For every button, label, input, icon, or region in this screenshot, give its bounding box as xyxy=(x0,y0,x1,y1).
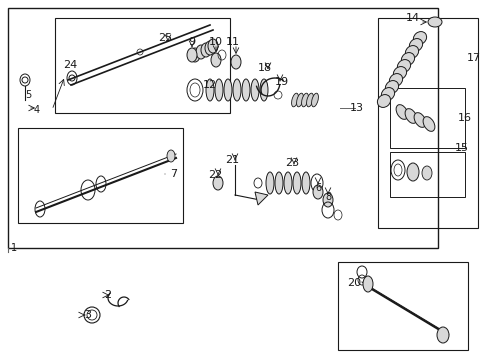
Ellipse shape xyxy=(381,87,394,100)
Ellipse shape xyxy=(205,79,214,101)
Ellipse shape xyxy=(408,39,422,51)
Ellipse shape xyxy=(427,17,441,27)
Bar xyxy=(389,88,464,148)
Text: 23: 23 xyxy=(285,158,299,168)
Ellipse shape xyxy=(422,117,434,131)
Text: 11: 11 xyxy=(225,37,240,47)
Ellipse shape xyxy=(213,176,223,190)
Ellipse shape xyxy=(201,43,210,57)
Ellipse shape xyxy=(224,79,231,101)
Ellipse shape xyxy=(210,53,221,67)
Text: 7: 7 xyxy=(170,169,177,179)
Bar xyxy=(18,128,183,223)
Ellipse shape xyxy=(291,93,298,107)
Ellipse shape xyxy=(301,93,308,107)
Text: 12: 12 xyxy=(203,80,217,90)
Text: 21: 21 xyxy=(224,155,239,165)
Ellipse shape xyxy=(404,109,416,123)
Text: 9: 9 xyxy=(188,37,195,47)
Ellipse shape xyxy=(292,172,301,194)
Text: 6: 6 xyxy=(314,183,321,193)
Bar xyxy=(337,262,467,350)
Ellipse shape xyxy=(215,79,223,101)
Polygon shape xyxy=(254,192,267,205)
Ellipse shape xyxy=(265,172,273,194)
Ellipse shape xyxy=(412,32,426,44)
Text: 24: 24 xyxy=(63,60,77,70)
Text: 5: 5 xyxy=(25,90,31,100)
Ellipse shape xyxy=(306,93,313,107)
Ellipse shape xyxy=(377,95,390,107)
Text: 16: 16 xyxy=(457,113,471,123)
Ellipse shape xyxy=(232,79,241,101)
Text: 19: 19 xyxy=(274,77,288,87)
Text: 17: 17 xyxy=(466,53,480,63)
Bar xyxy=(389,152,464,197)
Ellipse shape xyxy=(242,79,249,101)
Text: 2: 2 xyxy=(104,290,111,300)
Ellipse shape xyxy=(230,55,241,69)
Ellipse shape xyxy=(395,105,407,120)
Ellipse shape xyxy=(405,46,418,58)
Bar xyxy=(55,18,229,113)
Ellipse shape xyxy=(274,172,283,194)
Ellipse shape xyxy=(436,327,448,343)
Ellipse shape xyxy=(401,53,414,66)
Ellipse shape xyxy=(311,93,318,107)
Ellipse shape xyxy=(284,172,291,194)
Text: 18: 18 xyxy=(257,63,271,73)
Ellipse shape xyxy=(204,41,215,55)
Ellipse shape xyxy=(413,113,425,127)
Ellipse shape xyxy=(392,67,406,80)
Ellipse shape xyxy=(406,163,418,181)
Ellipse shape xyxy=(302,172,309,194)
Text: 8: 8 xyxy=(324,192,330,202)
Text: 4: 4 xyxy=(34,105,40,115)
Ellipse shape xyxy=(397,59,410,72)
Text: 20: 20 xyxy=(346,278,360,288)
Text: 14: 14 xyxy=(405,13,419,23)
Ellipse shape xyxy=(207,39,218,53)
Bar xyxy=(377,18,477,228)
Ellipse shape xyxy=(421,166,431,180)
Text: 1: 1 xyxy=(11,243,17,253)
Text: 22: 22 xyxy=(207,170,222,180)
Ellipse shape xyxy=(312,185,323,199)
Ellipse shape xyxy=(388,73,402,86)
Text: 15: 15 xyxy=(454,143,468,153)
Text: 25: 25 xyxy=(158,33,172,43)
Ellipse shape xyxy=(190,48,200,62)
Ellipse shape xyxy=(296,93,303,107)
Ellipse shape xyxy=(186,48,197,62)
Ellipse shape xyxy=(196,45,205,59)
Bar xyxy=(8,8,437,248)
Ellipse shape xyxy=(250,79,259,101)
Ellipse shape xyxy=(362,276,372,292)
Ellipse shape xyxy=(385,81,398,94)
Ellipse shape xyxy=(167,150,175,162)
Text: 13: 13 xyxy=(349,103,363,113)
Text: 3: 3 xyxy=(84,310,91,320)
Ellipse shape xyxy=(323,193,332,207)
Ellipse shape xyxy=(260,79,267,101)
Text: 10: 10 xyxy=(208,37,223,47)
